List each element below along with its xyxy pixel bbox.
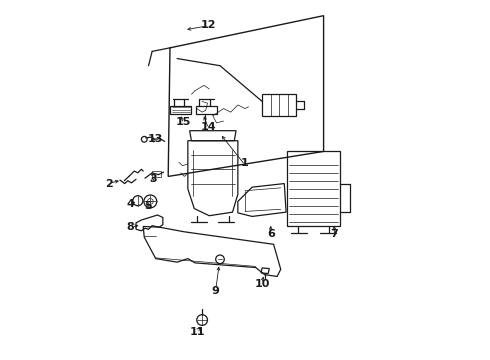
Text: 3: 3 — [149, 174, 157, 184]
Text: 15: 15 — [176, 117, 191, 127]
Text: 6: 6 — [267, 229, 275, 239]
Text: 5: 5 — [144, 201, 151, 211]
Text: 1: 1 — [241, 158, 249, 168]
Text: 12: 12 — [201, 19, 216, 30]
Bar — [152, 171, 161, 177]
Bar — [196, 106, 217, 113]
Text: 7: 7 — [330, 229, 338, 239]
Text: 14: 14 — [201, 122, 217, 132]
Text: 2: 2 — [105, 179, 112, 189]
Text: 10: 10 — [254, 279, 270, 289]
Text: 9: 9 — [212, 287, 220, 296]
Text: 8: 8 — [126, 222, 134, 232]
Bar — [170, 106, 192, 113]
Text: 11: 11 — [190, 327, 206, 337]
Text: 4: 4 — [126, 199, 134, 209]
Bar — [262, 94, 296, 116]
Text: 13: 13 — [147, 134, 163, 144]
